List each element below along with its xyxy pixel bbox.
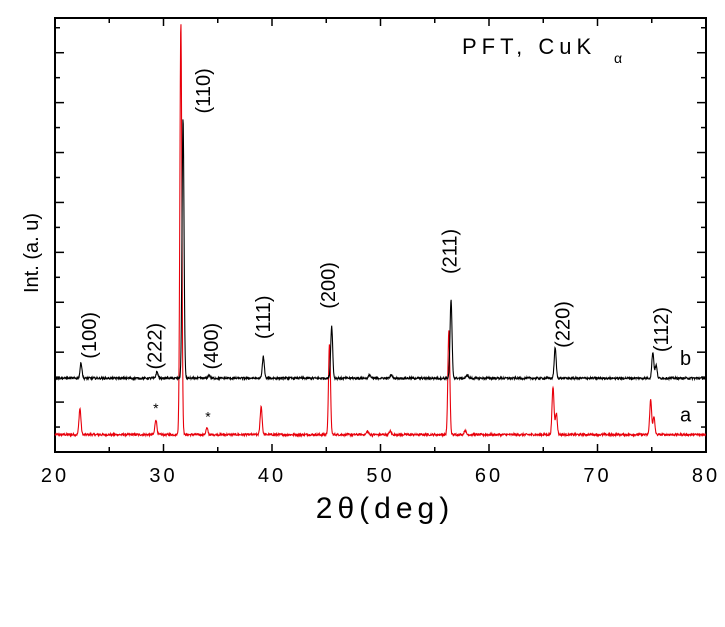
x-axis-title: 2θ(deg): [316, 492, 454, 525]
x-tick-label: 20: [41, 465, 69, 487]
axis-ticks: [54, 18, 707, 453]
x-tick-label: 70: [583, 465, 611, 487]
x-tick-labels: 20 30 40 50 60 70 80: [41, 465, 720, 487]
series-line-a: [54, 24, 707, 438]
peak-label: (220): [552, 301, 574, 348]
x-tick-label: 60: [475, 465, 503, 487]
peak-markers: **: [153, 400, 211, 425]
series-line-b: [54, 119, 707, 382]
series-labels: ba: [680, 348, 692, 426]
peak-label: (211): [439, 229, 461, 274]
peak-label: (400): [201, 323, 223, 370]
series-lines: [54, 24, 707, 438]
series-label: b: [680, 348, 691, 370]
y-axis-title: Int. (a. u): [21, 213, 43, 293]
peak-label: (100): [79, 312, 101, 359]
x-tick-label: 30: [149, 465, 177, 487]
chart-annotation-title: PFT, CuK: [462, 34, 596, 59]
peak-label: (110): [193, 68, 215, 113]
x-tick-label: 40: [258, 465, 286, 487]
plot-border: [54, 17, 707, 453]
chart-annotation-subscript: α: [614, 50, 622, 66]
peak-labels: (100) (222) (110) (400) (111) (200) (211) (220)…: [79, 68, 673, 369]
x-tick-label: 80: [692, 465, 720, 487]
peak-label: (222): [144, 323, 166, 370]
x-tick-label: 50: [366, 465, 394, 487]
impurity-marker: *: [153, 400, 159, 416]
peak-label: (111): [253, 295, 275, 339]
peak-label: (112): [651, 307, 673, 352]
impurity-marker: *: [205, 409, 211, 425]
peak-label: (200): [318, 262, 340, 309]
plot-frame: [54, 17, 707, 453]
series-label: a: [680, 405, 692, 427]
